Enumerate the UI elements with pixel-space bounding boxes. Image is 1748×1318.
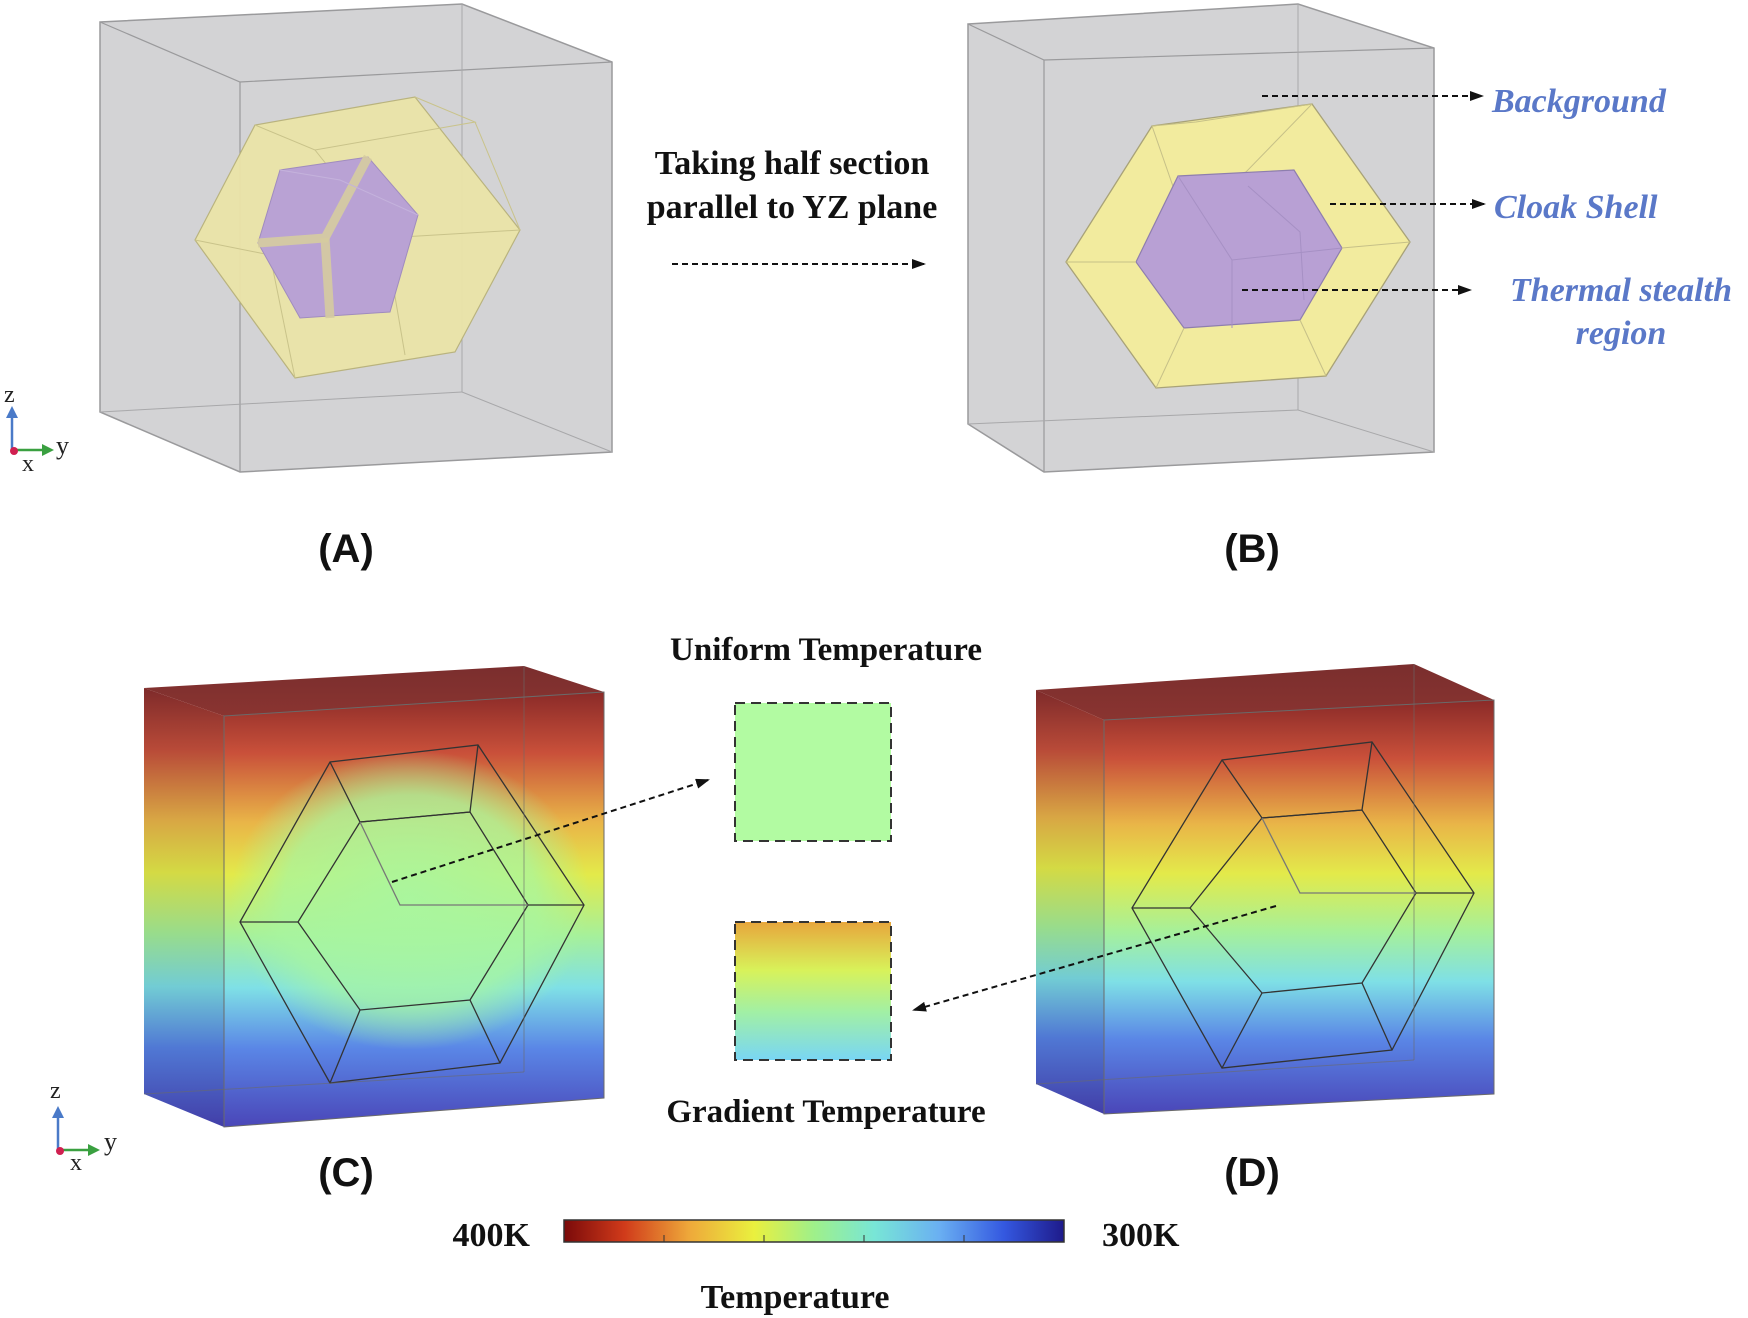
heat-box-side	[144, 688, 224, 1127]
cloak-wireframe	[1131, 741, 1475, 1069]
label-stealth-line2: region	[1576, 315, 1667, 352]
panel-label-a: (A)	[318, 527, 374, 571]
section-caption-line1: Taking half section	[655, 145, 930, 182]
panel-b	[967, 3, 1435, 473]
gradient-temperature-square	[734, 921, 892, 1061]
gradient-arrow	[912, 905, 1277, 1012]
colorbar-min-label: 300K	[1102, 1217, 1180, 1254]
panel-d	[1035, 664, 1495, 1115]
axis-label-x: x	[22, 451, 34, 477]
section-caption-line2: parallel to YZ plane	[647, 189, 938, 226]
axis-label-z: z	[50, 1078, 61, 1104]
panel-label-d: (D)	[1224, 1151, 1280, 1195]
axis-triad-a: z x y	[4, 382, 69, 477]
uniform-caption: Uniform Temperature	[670, 632, 982, 668]
uniform-temperature-square	[734, 702, 892, 842]
panel-label-c: (C)	[318, 1151, 374, 1195]
heat-box-front	[1103, 699, 1495, 1115]
axis-label-y: y	[56, 431, 69, 460]
colorbar-ticks	[663, 1235, 965, 1242]
gradient-caption: Gradient Temperature	[666, 1094, 985, 1130]
heat-box-top	[144, 666, 604, 716]
colorbar: 400K 300K Temperature	[453, 1217, 1180, 1316]
colorbar-max-label: 400K	[453, 1217, 531, 1254]
uniform-arrow	[391, 778, 710, 883]
heat-box-top	[1036, 664, 1494, 720]
label-stealth-line1: Thermal stealth	[1510, 272, 1732, 309]
panel-label-b: (B)	[1224, 527, 1280, 571]
axis-label-y: y	[104, 1127, 117, 1156]
label-background: Background	[1491, 83, 1667, 120]
colorbar-strip	[563, 1219, 1065, 1243]
label-cloak-shell: Cloak Shell	[1494, 189, 1658, 226]
axis-triad-c: z x y	[50, 1078, 117, 1176]
colorbar-title: Temperature	[701, 1279, 890, 1316]
panel-c	[143, 666, 605, 1128]
uniform-zone	[230, 750, 590, 1050]
panel-a	[99, 3, 613, 473]
heat-box-side	[1036, 690, 1104, 1114]
axis-label-x: x	[70, 1150, 82, 1176]
axis-label-z: z	[4, 382, 15, 408]
